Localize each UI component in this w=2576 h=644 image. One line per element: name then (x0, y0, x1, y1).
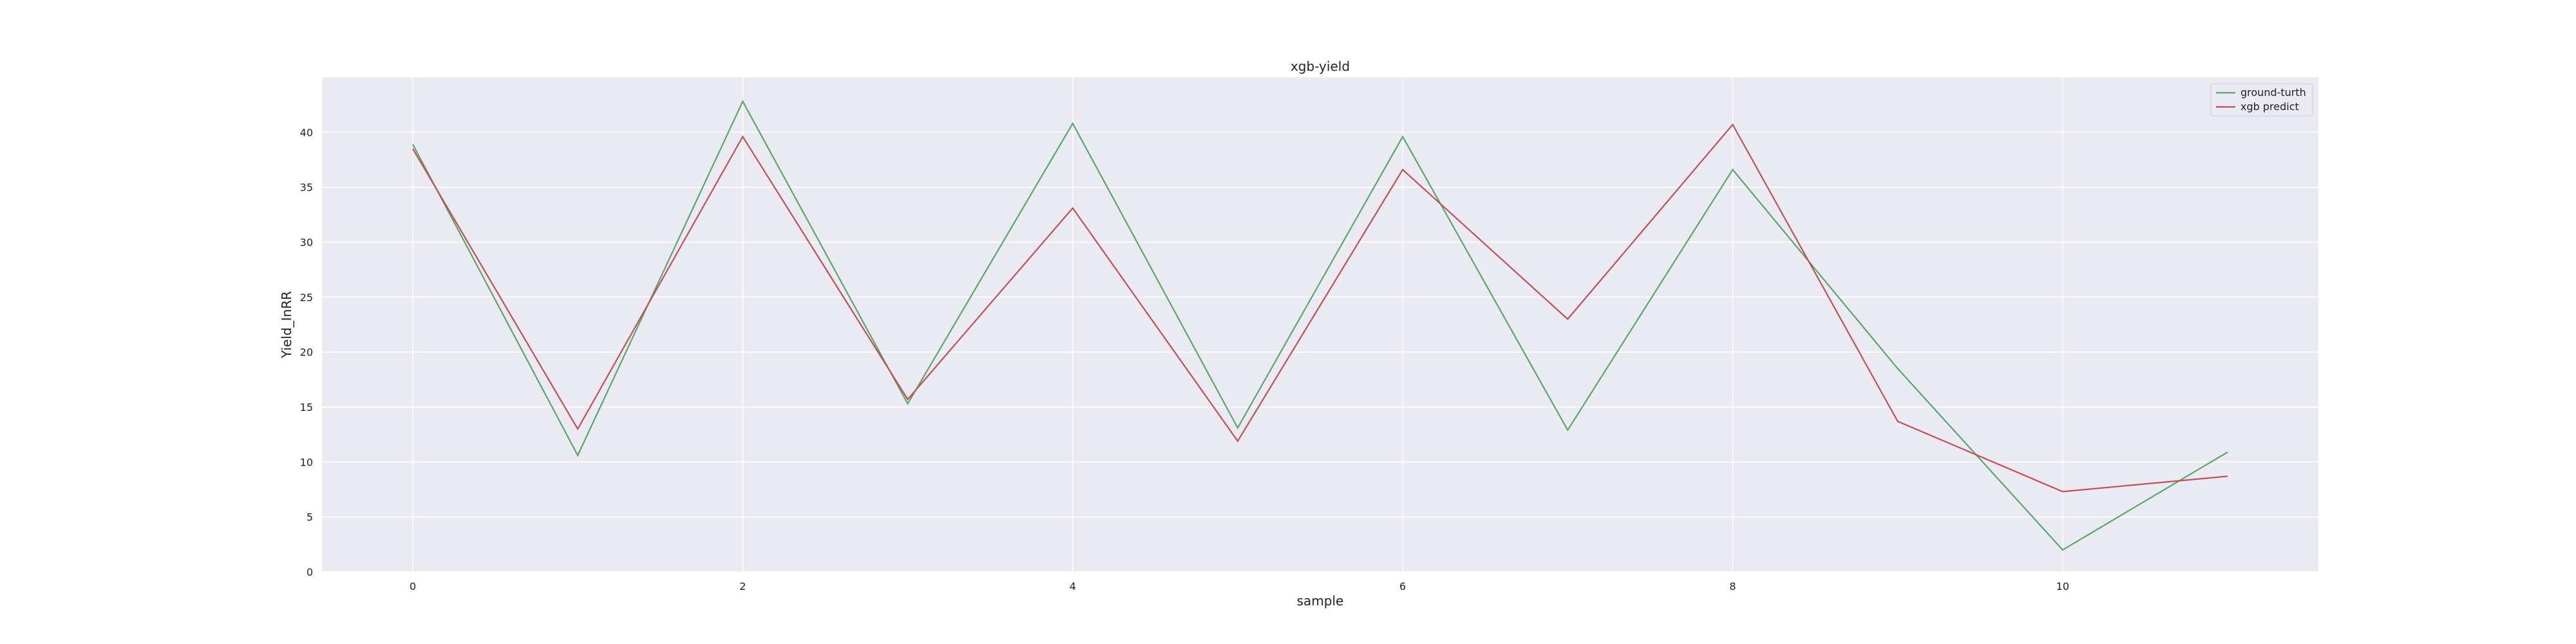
y-tick-label: 0 (307, 566, 313, 578)
x-tick-label: 10 (2056, 580, 2069, 592)
y-tick-label: 10 (300, 456, 313, 468)
legend-label-xgb-predict: xgb predict (2240, 100, 2299, 113)
legend-box (2210, 83, 2313, 117)
x-tick-label: 6 (1399, 580, 1406, 592)
y-tick-label: 20 (300, 346, 313, 359)
y-tick-label: 25 (300, 291, 313, 303)
y-tick-label: 15 (300, 401, 313, 413)
legend-label-ground-truth: ground-turth (2240, 86, 2306, 99)
series-line-ground-truth (412, 100, 2228, 551)
chart-title: xgb-yield (1291, 59, 1350, 74)
y-tick-label: 35 (300, 182, 313, 194)
x-tick-label: 8 (1729, 580, 1736, 592)
y-axis-label: Yield_InRR (279, 291, 294, 359)
x-tick-label: 2 (739, 580, 746, 592)
x-tick-label: 4 (1070, 580, 1076, 592)
tick-labels: 0 5 10 15 20 25 30 35 40 0 2 4 6 8 10 (300, 126, 2069, 592)
y-tick-label: 40 (300, 126, 313, 138)
plot-background (322, 77, 2318, 572)
legend: ground-turth xgb predict (2210, 83, 2313, 117)
grid-lines (322, 77, 2318, 573)
series-lines (412, 100, 2228, 551)
y-tick-label: 5 (307, 511, 313, 524)
y-tick-label: 30 (300, 236, 313, 249)
series-line-xgb-predict (412, 123, 2228, 493)
x-tick-label: 0 (410, 580, 416, 592)
x-axis-label: sample (1297, 593, 1344, 609)
